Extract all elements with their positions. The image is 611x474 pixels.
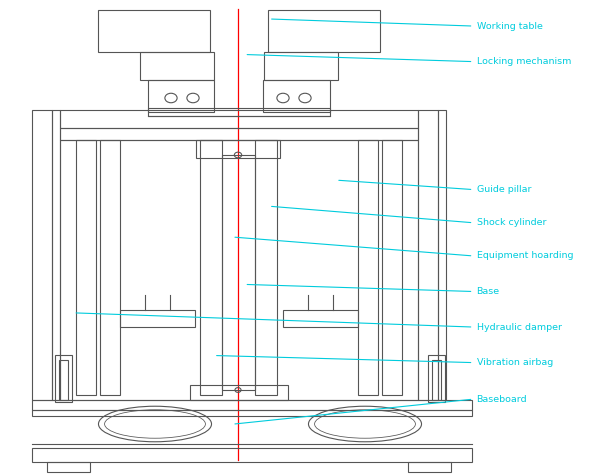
Bar <box>196 140 280 158</box>
Bar <box>60 110 418 128</box>
Bar <box>148 80 214 112</box>
Bar <box>76 140 96 395</box>
Bar <box>120 310 195 327</box>
Bar <box>60 128 418 140</box>
Bar <box>98 10 210 52</box>
Text: Base: Base <box>477 287 500 296</box>
Bar <box>432 360 441 400</box>
Bar <box>55 355 72 402</box>
Bar <box>140 52 214 80</box>
Bar <box>190 385 288 400</box>
Bar <box>32 448 472 462</box>
Bar <box>59 360 68 400</box>
Bar <box>100 140 120 395</box>
Text: Baseboard: Baseboard <box>477 395 527 403</box>
Text: Hydraulic damper: Hydraulic damper <box>477 323 562 331</box>
Bar <box>32 410 472 416</box>
Text: Locking mechanism: Locking mechanism <box>477 57 571 66</box>
Bar <box>200 140 222 395</box>
Bar <box>264 52 338 80</box>
Bar <box>52 110 60 400</box>
Text: Shock cylinder: Shock cylinder <box>477 219 546 227</box>
Bar <box>60 140 418 400</box>
Bar <box>382 140 402 395</box>
Bar <box>418 110 438 400</box>
Bar <box>148 108 330 116</box>
Text: Equipment hoarding: Equipment hoarding <box>477 252 573 260</box>
Bar <box>283 310 358 327</box>
Bar <box>268 10 380 52</box>
Bar <box>32 400 472 410</box>
Bar <box>47 462 90 472</box>
Bar <box>263 80 330 112</box>
Text: Vibration airbag: Vibration airbag <box>477 358 553 367</box>
Bar <box>408 462 451 472</box>
Bar <box>255 140 277 395</box>
Bar <box>428 355 445 402</box>
Bar <box>32 110 52 400</box>
Text: Working table: Working table <box>477 22 543 30</box>
Text: Guide pillar: Guide pillar <box>477 185 531 194</box>
Bar <box>438 110 446 400</box>
Bar <box>222 155 255 390</box>
Bar <box>358 140 378 395</box>
